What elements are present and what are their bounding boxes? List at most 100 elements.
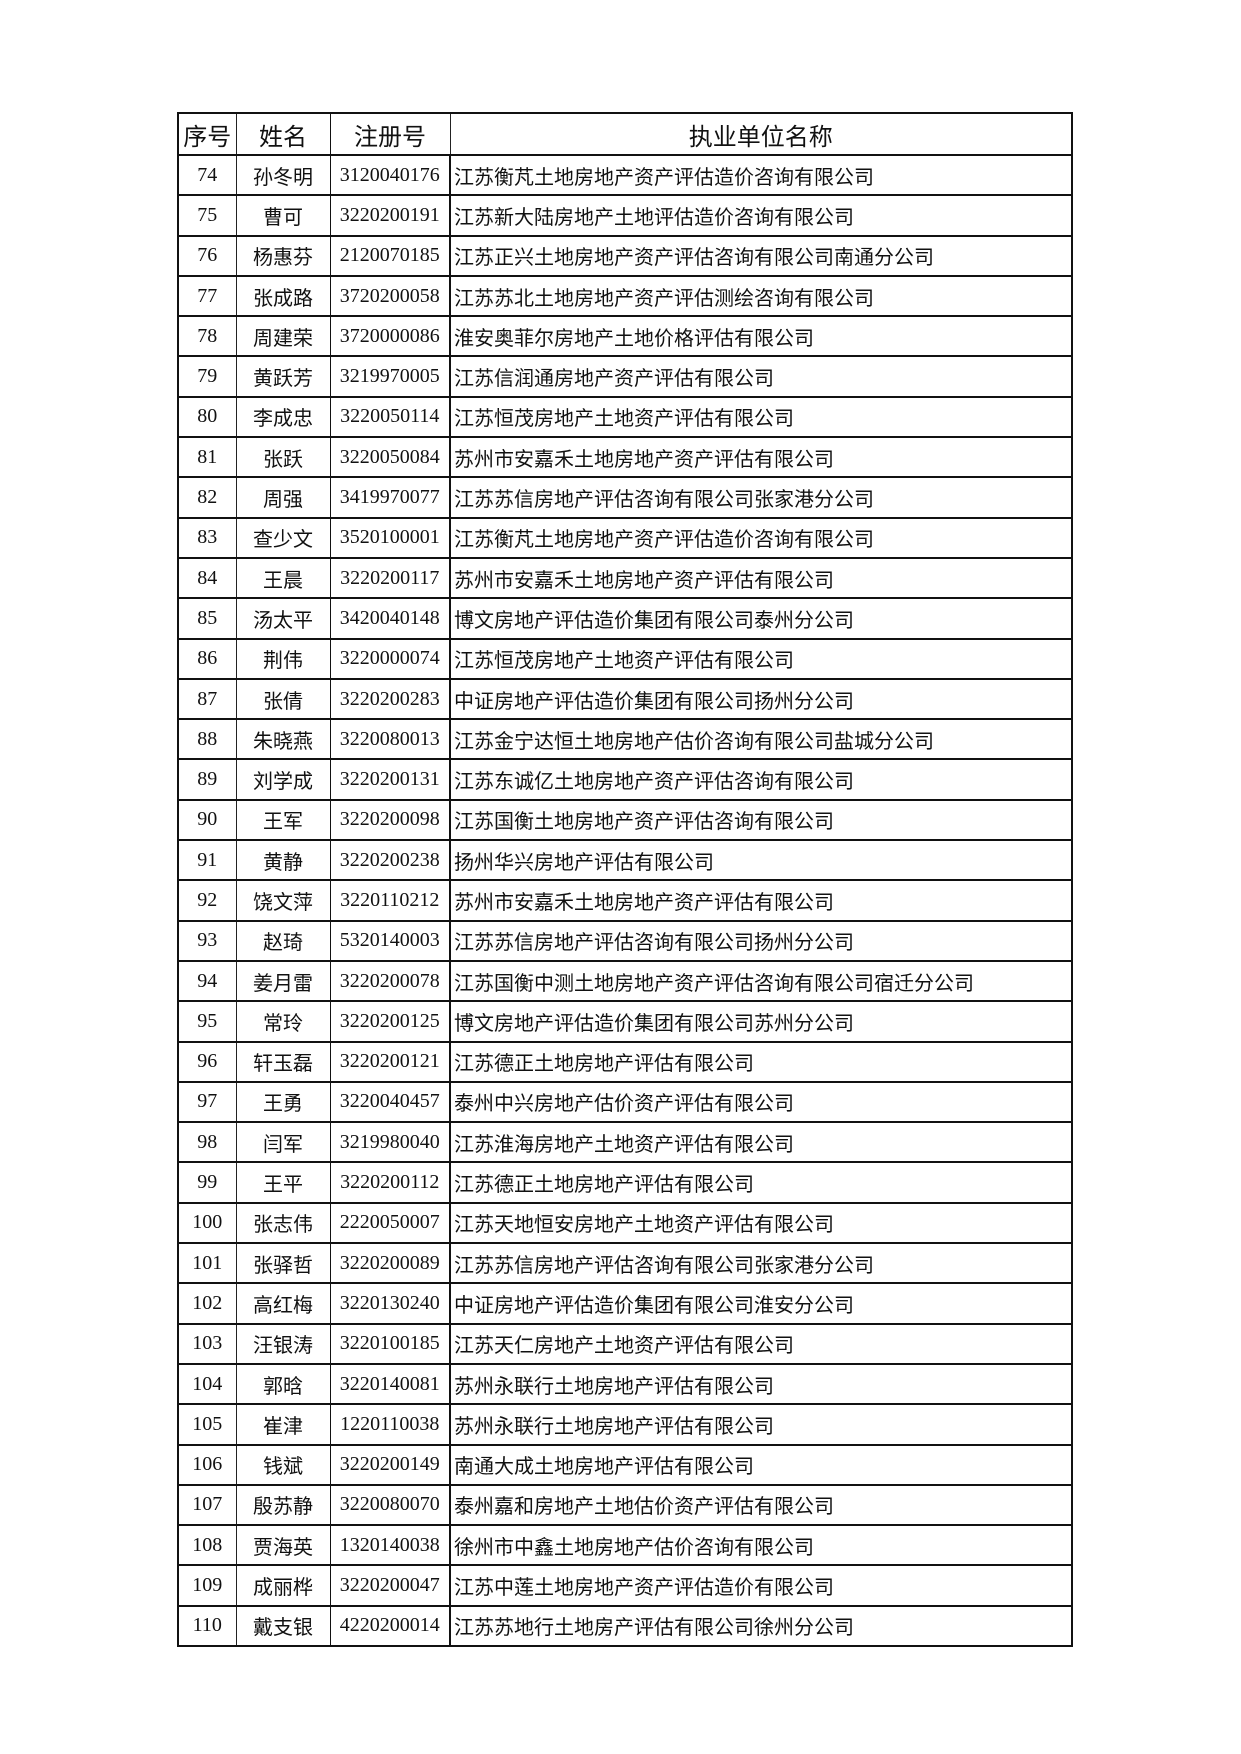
cell-company: 博文房地产评估造价集团有限公司泰州分公司	[449, 597, 1073, 640]
cell-reg: 3220200238	[329, 839, 451, 881]
cell-no: 85	[177, 597, 237, 640]
cell-no: 74	[177, 154, 237, 196]
cell-company: 扬州华兴房地产评估有限公司	[449, 839, 1073, 881]
cell-name: 汪银涛	[235, 1323, 331, 1365]
cell-reg: 3720200058	[329, 275, 451, 317]
cell-company: 泰州中兴房地产估价资产评估有限公司	[449, 1081, 1073, 1123]
cell-reg: 4220200014	[329, 1605, 451, 1647]
cell-company: 江苏天仁房地产土地资产评估有限公司	[449, 1323, 1073, 1365]
cell-no: 105	[177, 1403, 237, 1446]
cell-reg: 3220200121	[329, 1041, 451, 1083]
cell-no: 77	[177, 275, 237, 317]
table-row: 102 高红梅 3220130240 中证房地产评估造价集团有限公司淮安分公司	[177, 1282, 1073, 1325]
cell-reg: 3220200117	[329, 557, 451, 599]
cell-company: 江苏德正土地房地产评估有限公司	[449, 1161, 1073, 1204]
table-row: 89 刘学成 3220200131 江苏东诚亿土地房地产资产评估咨询有限公司	[177, 758, 1073, 801]
table-row: 86 荆伟 3220000074 江苏恒茂房地产土地资产评估有限公司	[177, 638, 1073, 680]
table-row: 100 张志伟 2220050007 江苏天地恒安房地产土地资产评估有限公司	[177, 1202, 1073, 1244]
cell-name: 崔津	[235, 1403, 331, 1446]
cell-company: 江苏正兴土地房地产资产评估咨询有限公司南通分公司	[449, 235, 1073, 277]
cell-name: 王晨	[235, 557, 331, 599]
cell-name: 姜月雷	[235, 960, 331, 1002]
cell-name: 黄静	[235, 839, 331, 881]
cell-company: 苏州永联行土地房地产评估有限公司	[449, 1403, 1073, 1446]
cell-no: 108	[177, 1524, 237, 1566]
cell-no: 100	[177, 1202, 237, 1244]
cell-reg: 3220200098	[329, 799, 451, 841]
header-no: 序号	[177, 112, 237, 156]
cell-company: 淮安奥菲尔房地产土地价格评估有限公司	[449, 315, 1073, 357]
cell-no: 102	[177, 1282, 237, 1325]
cell-company: 苏州市安嘉禾土地房地产资产评估有限公司	[449, 557, 1073, 599]
table-row: 80 李成忠 3220050114 江苏恒茂房地产土地资产评估有限公司	[177, 396, 1073, 438]
table-row: 84 王晨 3220200117 苏州市安嘉禾土地房地产资产评估有限公司	[177, 557, 1073, 599]
cell-reg: 3220080070	[329, 1484, 451, 1526]
cell-reg: 3220110212	[329, 879, 451, 922]
cell-company: 江苏苏北土地房地产资产评估测绘咨询有限公司	[449, 275, 1073, 317]
cell-no: 96	[177, 1041, 237, 1083]
cell-name: 殷苏静	[235, 1484, 331, 1526]
cell-reg: 3220100185	[329, 1323, 451, 1365]
table-row: 105 崔津 1220110038 苏州永联行土地房地产评估有限公司	[177, 1403, 1073, 1446]
cell-name: 张倩	[235, 678, 331, 720]
cell-no: 81	[177, 436, 237, 478]
header-row: 序号 姓名 注册号 执业单位名称	[177, 112, 1073, 156]
cell-name: 成丽桦	[235, 1564, 331, 1607]
cell-reg: 3220200089	[329, 1242, 451, 1284]
cell-company: 江苏新大陆房地产土地评估造价咨询有限公司	[449, 194, 1073, 237]
cell-company: 泰州嘉和房地产土地估价资产评估有限公司	[449, 1484, 1073, 1526]
table-body: 74 孙冬明 3120040176 江苏衡芃土地房地产资产评估造价咨询有限公司 75 曹可…	[177, 154, 1073, 1647]
cell-no: 86	[177, 638, 237, 680]
table-row: 91 黄静 3220200238 扬州华兴房地产评估有限公司	[177, 839, 1073, 881]
cell-name: 王平	[235, 1161, 331, 1204]
cell-company: 江苏衡芃土地房地产资产评估造价咨询有限公司	[449, 154, 1073, 196]
table-row: 79 黄跃芳 3219970005 江苏信润通房地产资产评估有限公司	[177, 355, 1073, 398]
cell-no: 94	[177, 960, 237, 1002]
cell-reg: 3220200125	[329, 1000, 451, 1043]
cell-company: 中证房地产评估造价集团有限公司扬州分公司	[449, 678, 1073, 720]
cell-no: 78	[177, 315, 237, 357]
cell-no: 101	[177, 1242, 237, 1284]
cell-reg: 3219970005	[329, 355, 451, 398]
cell-company: 江苏衡芃土地房地产资产评估造价咨询有限公司	[449, 517, 1073, 559]
cell-name: 张跃	[235, 436, 331, 478]
table-row: 83 查少文 3520100001 江苏衡芃土地房地产资产评估造价咨询有限公司	[177, 517, 1073, 559]
cell-name: 王勇	[235, 1081, 331, 1123]
cell-name: 孙冬明	[235, 154, 331, 196]
cell-company: 江苏德正土地房地产评估有限公司	[449, 1041, 1073, 1083]
cell-reg: 3220200112	[329, 1161, 451, 1204]
cell-name: 张志伟	[235, 1202, 331, 1244]
table-row: 104 郭晗 3220140081 苏州永联行土地房地产评估有限公司	[177, 1363, 1073, 1405]
cell-name: 郭晗	[235, 1363, 331, 1405]
cell-name: 闫军	[235, 1121, 331, 1163]
cell-reg: 3220040457	[329, 1081, 451, 1123]
table-row: 82 周强 3419970077 江苏苏信房地产评估咨询有限公司张家港分公司	[177, 476, 1073, 519]
cell-reg: 3220200191	[329, 194, 451, 237]
cell-no: 84	[177, 557, 237, 599]
cell-company: 徐州市中鑫土地房地产估价咨询有限公司	[449, 1524, 1073, 1566]
cell-name: 刘学成	[235, 758, 331, 801]
cell-reg: 3220200131	[329, 758, 451, 801]
table-row: 94 姜月雷 3220200078 江苏国衡中测土地房地产资产评估咨询有限公司宿迁分公…	[177, 960, 1073, 1002]
cell-company: 江苏东诚亿土地房地产资产评估咨询有限公司	[449, 758, 1073, 801]
cell-company: 苏州市安嘉禾土地房地产资产评估有限公司	[449, 436, 1073, 478]
cell-reg: 3520100001	[329, 517, 451, 559]
cell-no: 90	[177, 799, 237, 841]
cell-reg: 5320140003	[329, 920, 451, 962]
cell-name: 轩玉磊	[235, 1041, 331, 1083]
table-row: 85 汤太平 3420040148 博文房地产评估造价集团有限公司泰州分公司	[177, 597, 1073, 640]
table-row: 93 赵琦 5320140003 江苏苏信房地产评估咨询有限公司扬州分公司	[177, 920, 1073, 962]
table-row: 108 贾海英 1320140038 徐州市中鑫土地房地产估价咨询有限公司	[177, 1524, 1073, 1566]
cell-no: 97	[177, 1081, 237, 1123]
cell-no: 99	[177, 1161, 237, 1204]
cell-no: 93	[177, 920, 237, 962]
cell-reg: 3220050114	[329, 396, 451, 438]
cell-company: 江苏苏信房地产评估咨询有限公司张家港分公司	[449, 1242, 1073, 1284]
table-row: 96 轩玉磊 3220200121 江苏德正土地房地产评估有限公司	[177, 1041, 1073, 1083]
table-row: 75 曹可 3220200191 江苏新大陆房地产土地评估造价咨询有限公司	[177, 194, 1073, 237]
cell-no: 89	[177, 758, 237, 801]
cell-no: 107	[177, 1484, 237, 1526]
header-name: 姓名	[235, 112, 331, 156]
table-row: 107 殷苏静 3220080070 泰州嘉和房地产土地估价资产评估有限公司	[177, 1484, 1073, 1526]
cell-reg: 3220130240	[329, 1282, 451, 1325]
